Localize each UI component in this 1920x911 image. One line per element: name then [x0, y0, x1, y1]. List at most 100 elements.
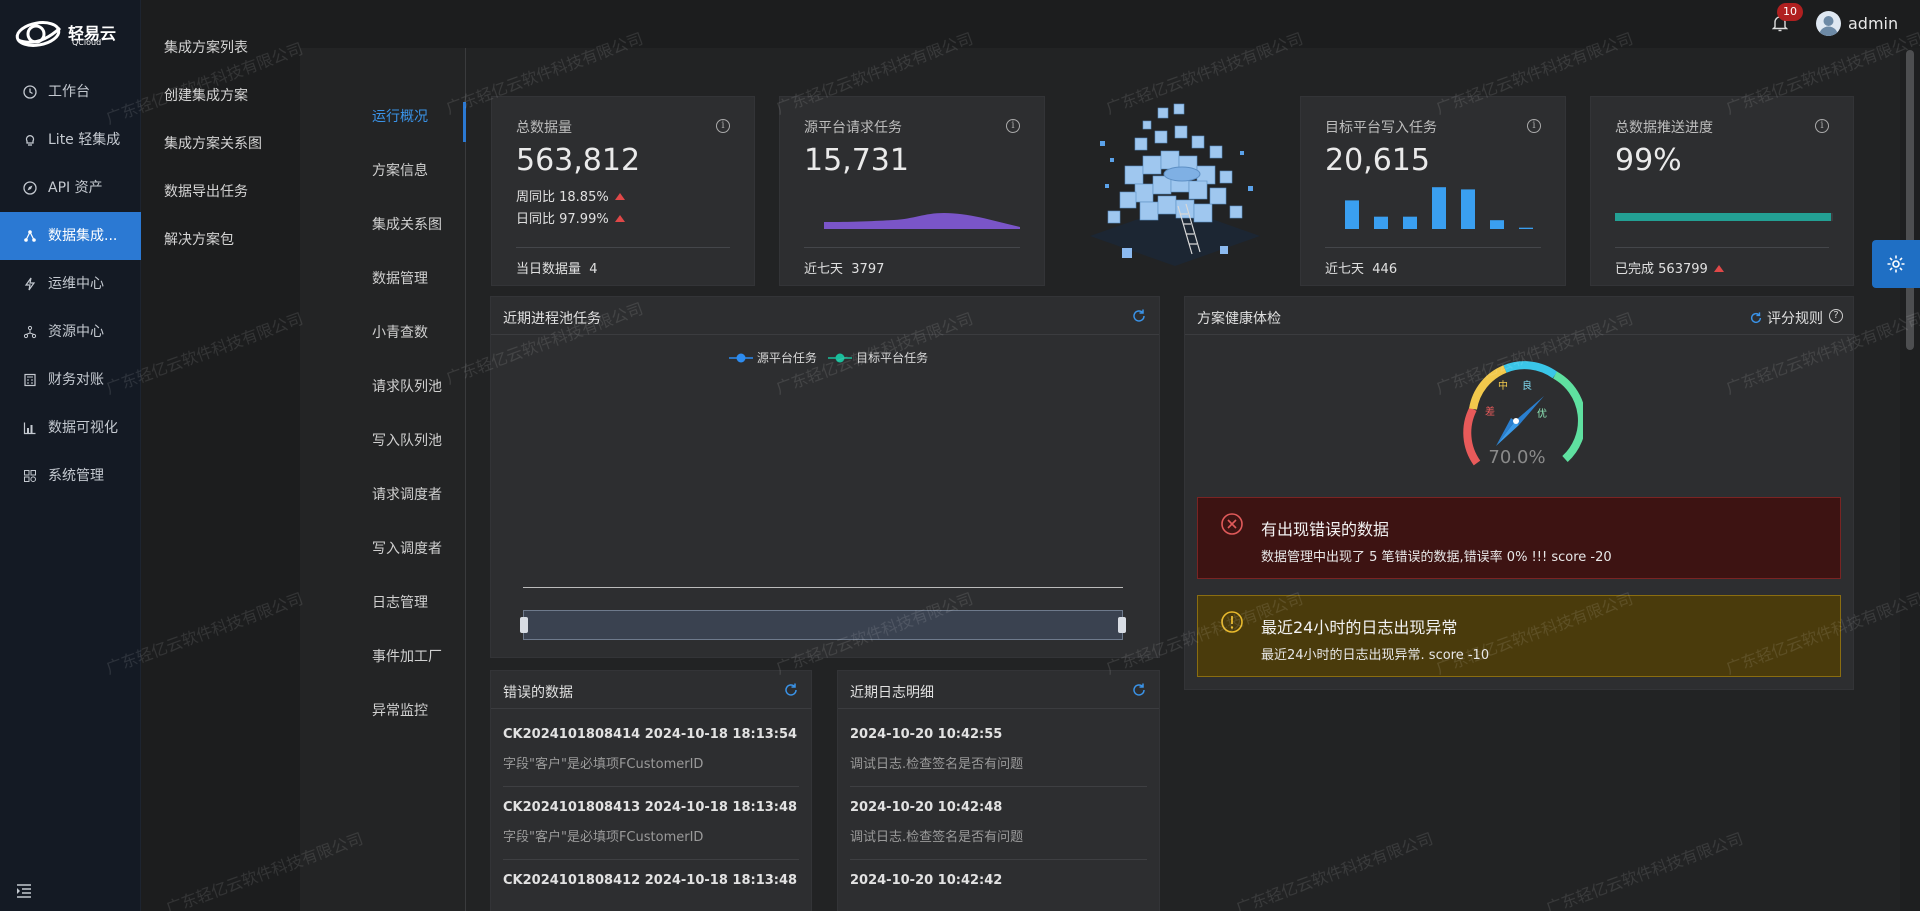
zoom-handle-right[interactable]	[1118, 617, 1126, 633]
chart-icon	[22, 404, 38, 452]
tab-data[interactable]: 数据管理	[372, 271, 428, 287]
data-cubes-illustration	[1080, 96, 1270, 266]
submenu-item[interactable]: 数据导出任务	[164, 184, 248, 200]
foot-label: 近七天	[1325, 262, 1365, 277]
nav-item-resources[interactable]: 资源中心	[0, 308, 141, 356]
panel-header: 近期日志明细	[838, 671, 1159, 709]
nav-label: Lite 轻集成	[48, 132, 121, 148]
tab-info[interactable]: 方案信息	[372, 163, 428, 179]
rules-label: 评分规则	[1767, 311, 1823, 327]
page-scrollbar[interactable]	[1900, 48, 1920, 911]
help-icon[interactable]: ?	[1829, 309, 1843, 323]
source-area-sparkline	[824, 213, 1020, 229]
info-icon[interactable]: i	[1815, 119, 1829, 133]
nav-label: 系统管理	[48, 468, 104, 484]
tab-logs[interactable]: 日志管理	[372, 595, 428, 611]
sub-menu: 集成方案列表 创建集成方案 集成方案关系图 数据导出任务 解决方案包	[141, 0, 300, 911]
alert-title: 有出现错误的数据	[1261, 520, 1390, 539]
datazoom-slider[interactable]	[520, 610, 1126, 640]
gauge-label-excellent: 优	[1537, 407, 1547, 420]
tab-event-factory[interactable]: 事件加工厂	[372, 649, 442, 665]
info-icon[interactable]: i	[1006, 119, 1020, 133]
scrollbar-thumb[interactable]	[1906, 50, 1914, 350]
gear-icon	[1887, 255, 1905, 273]
refresh-icon[interactable]	[1131, 308, 1147, 324]
nav-item-lite[interactable]: Lite 轻集成	[0, 116, 141, 164]
tab-relation[interactable]: 集成关系图	[372, 217, 442, 233]
foot-label: 近七天	[804, 262, 844, 277]
collapse-menu-icon[interactable]	[16, 883, 34, 899]
nav-item-system[interactable]: 系统管理	[0, 452, 141, 500]
tab-query[interactable]: 小青查数	[372, 325, 428, 341]
tab-request-scheduler[interactable]: 请求调度者	[372, 487, 442, 503]
nav-item-ops[interactable]: 运维中心	[0, 260, 141, 308]
panel-header: 近期进程池任务	[491, 297, 1159, 335]
zoom-handle-left[interactable]	[520, 617, 528, 633]
nav-item-workbench[interactable]: 工作台	[0, 68, 141, 116]
clock-icon	[22, 68, 38, 116]
gauge-label-mid: 中	[1498, 379, 1508, 392]
score-rules-link[interactable]: 评分规则	[1749, 308, 1823, 328]
list-item[interactable]: CK2024101808413 2024-10-18 18:13:48 字段"客…	[503, 788, 799, 860]
refresh-icon[interactable]	[1131, 682, 1147, 698]
list-item[interactable]: CK2024101808414 2024-10-18 18:13:54 字段"客…	[503, 715, 799, 787]
legend-source[interactable]: 源平台任务	[729, 351, 817, 365]
stat-card-total: 总数据量 i 563,812 周同比 18.85% 日同比 97.99% 当日数…	[491, 96, 755, 286]
list-item[interactable]: 2024-10-20 10:42:55 调试日志.检查签名是否有问题	[850, 715, 1147, 787]
sparkline-bar	[1461, 189, 1475, 229]
sparkline-bar	[1374, 216, 1388, 229]
share-nodes-icon	[22, 212, 38, 260]
tab-write-scheduler[interactable]: 写入调度者	[372, 541, 442, 557]
info-icon[interactable]: i	[716, 119, 730, 133]
nav-item-api-assets[interactable]: API 资产	[0, 164, 141, 212]
settings-button[interactable]	[1872, 240, 1920, 288]
nav-label: 资源中心	[48, 324, 104, 340]
item-title: CK2024101808414 2024-10-18 18:13:54	[503, 727, 798, 742]
logs-panel: 近期日志明细 2024-10-20 10:42:55 调试日志.检查签名是否有问…	[837, 670, 1160, 911]
legend-target-marker	[828, 353, 853, 363]
tab-write-queue[interactable]: 写入队列池	[372, 433, 442, 449]
chart-x-axis	[523, 587, 1123, 588]
submenu-item[interactable]: 创建集成方案	[164, 88, 248, 104]
active-tab-indicator	[463, 102, 466, 142]
detail-tabs: 运行概况 方案信息 集成关系图 数据管理 小青查数 请求队列池 写入队列池 请求…	[300, 48, 466, 911]
nav-item-data-integration[interactable]: 数据集成...	[0, 212, 141, 260]
nav-item-finance[interactable]: 财务对账	[0, 356, 141, 404]
info-icon[interactable]: i	[1527, 119, 1541, 133]
submenu-item[interactable]: 集成方案关系图	[164, 136, 262, 152]
foot-value: 563799	[1658, 262, 1708, 277]
panel-header: 方案健康体检 评分规则 ?	[1185, 297, 1853, 335]
tab-overview[interactable]: 运行概况	[372, 109, 428, 125]
submenu-item[interactable]: 集成方案列表	[164, 40, 248, 56]
brand-name: 轻易云	[68, 24, 117, 43]
stat-label: 源平台请求任务	[804, 120, 902, 136]
submenu-item[interactable]: 解决方案包	[164, 232, 234, 248]
refresh-icon[interactable]	[1749, 311, 1763, 325]
errors-panel: 错误的数据 CK2024101808414 2024-10-18 18:13:5…	[490, 670, 812, 911]
panel-title: 近期日志明细	[850, 685, 934, 701]
nav-item-visualization[interactable]: 数据可视化	[0, 404, 141, 452]
brand-logo[interactable]: 轻易云 QCloud	[14, 14, 124, 54]
tab-request-queue[interactable]: 请求队列池	[372, 379, 442, 395]
item-title: 2024-10-20 10:42:48	[850, 800, 1003, 815]
username[interactable]: admin	[1848, 14, 1899, 33]
cloud-logo-icon	[15, 21, 62, 47]
divider	[516, 247, 730, 248]
list-item[interactable]: 2024-10-20 10:42:48 调试日志.检查签名是否有问题	[850, 788, 1147, 860]
brand-sub: QCloud	[72, 38, 102, 47]
stat-label: 目标平台写入任务	[1325, 120, 1437, 136]
nav-label: API 资产	[48, 180, 103, 196]
divider	[1325, 247, 1541, 248]
list-item[interactable]: 2024-10-20 10:42:42	[850, 861, 1147, 911]
tab-exception[interactable]: 异常监控	[372, 703, 428, 719]
warning-circle-icon	[1221, 611, 1243, 633]
stat-value: 99%	[1615, 143, 1682, 178]
avatar[interactable]	[1816, 11, 1841, 36]
gauge-label-bad: 差	[1485, 405, 1495, 418]
stat-day: 日同比 97.99%	[516, 208, 625, 227]
panel-header: 错误的数据	[491, 671, 811, 709]
refresh-icon[interactable]	[783, 682, 799, 698]
list-item[interactable]: CK2024101808412 2024-10-18 18:13:48	[503, 861, 799, 911]
legend-target[interactable]: 目标平台任务	[828, 351, 928, 365]
sparkline-bar	[1490, 220, 1504, 229]
